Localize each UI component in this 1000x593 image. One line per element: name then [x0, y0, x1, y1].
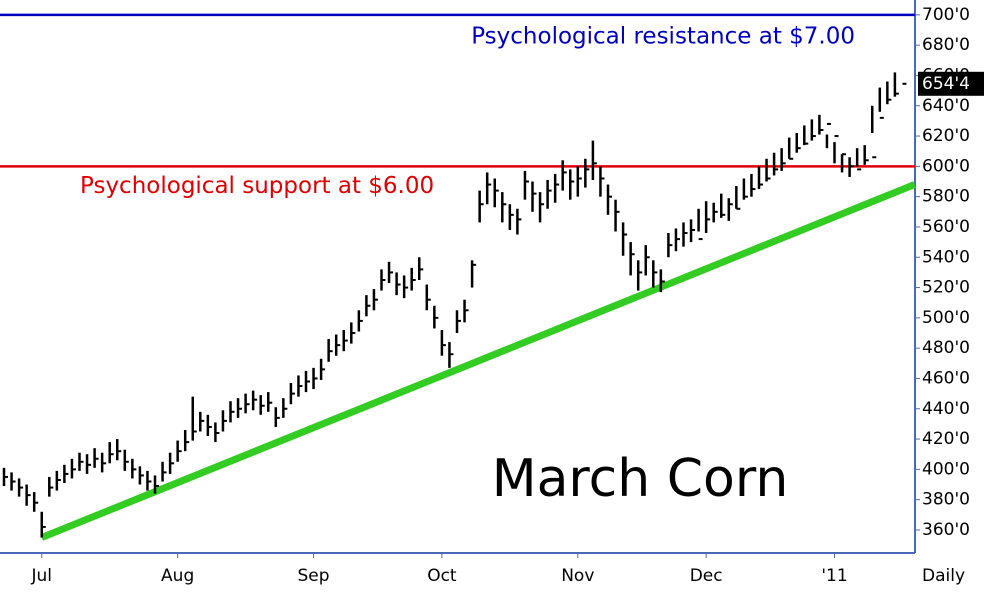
x-tick-label: Sep: [298, 566, 330, 586]
x-tick-label: Jul: [30, 566, 52, 586]
x-tick-label: Aug: [161, 566, 194, 586]
x-tick-label: Nov: [561, 566, 594, 586]
y-tick-label: 700'0: [922, 5, 970, 25]
last-price-label: 654'4: [922, 74, 970, 94]
y-tick-label: 640'0: [922, 96, 970, 116]
trendline: [40, 181, 916, 541]
y-tick-label: 460'0: [922, 368, 970, 388]
x-tick-label: Oct: [427, 566, 457, 586]
y-tick-label: 420'0: [922, 429, 970, 449]
resistance-label: Psychological resistance at $7.00: [471, 23, 855, 49]
y-tick-label: 520'0: [922, 278, 970, 298]
y-tick-label: 400'0: [922, 459, 970, 479]
x-tick-label: Dec: [690, 566, 723, 586]
support-label: Psychological support at $6.00: [80, 173, 434, 199]
y-tick-label: 680'0: [922, 35, 970, 55]
y-tick-label: 540'0: [922, 247, 970, 267]
y-tick-label: 620'0: [922, 126, 970, 146]
y-tick-label: 600'0: [922, 156, 970, 176]
y-tick-label: 440'0: [922, 399, 970, 419]
y-tick-label: 360'0: [922, 520, 970, 540]
y-tick-label: 380'0: [922, 490, 970, 510]
x-tick-label: '11: [821, 566, 847, 586]
y-tick-label: 560'0: [922, 217, 970, 237]
last-price-box: [918, 71, 984, 96]
period-label: Daily: [922, 566, 965, 586]
y-tick-label: 480'0: [922, 338, 970, 358]
y-tick-label: 580'0: [922, 187, 970, 207]
y-tick-label: 500'0: [922, 308, 970, 328]
chart-title: March Corn: [492, 449, 789, 509]
